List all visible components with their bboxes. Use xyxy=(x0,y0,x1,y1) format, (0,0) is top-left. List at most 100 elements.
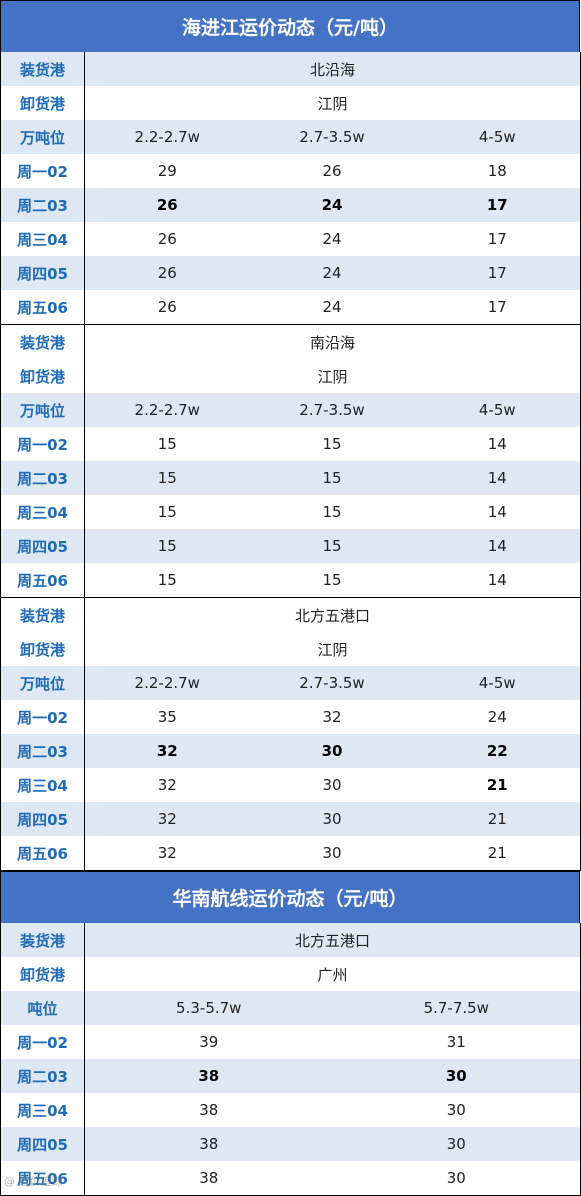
rate-cell: 21 xyxy=(414,836,581,871)
rate-cell: 35 xyxy=(157,708,177,726)
rate-cell: 30 xyxy=(249,802,415,836)
rate-cell: 14 xyxy=(414,529,581,563)
south-china-rate-table: 装货港 北方五港口 卸货港 广州 吨位 5.3-5.7w 5.7-7.5w 周一02 39… xyxy=(0,923,581,1196)
tonnage-col: 5.7-7.5w xyxy=(332,991,581,1025)
table-row: 周二03 32 30 22 xyxy=(0,734,581,768)
day-label: 周一02 xyxy=(0,700,85,734)
day-label: 周四05 xyxy=(0,529,85,563)
tonnage-label: 万吨位 xyxy=(0,666,85,700)
day-label: 周五06 xyxy=(0,1161,85,1196)
river-rate-table: 装货港 北沿海 卸货港 江阴 万吨位 2.2-2.7w 2.7-3.5w 4-5w 周一0… xyxy=(0,52,581,871)
unload-port-value: 江阴 xyxy=(84,359,581,393)
rate-cell: 26 xyxy=(84,256,250,290)
rate-cell: 15 xyxy=(322,503,342,521)
rate-cell: 38 xyxy=(84,1127,333,1161)
tonnage-col: 5.3-5.7w xyxy=(84,991,333,1025)
rate-cell: 26 xyxy=(84,188,250,222)
unload-port-value: 广州 xyxy=(84,957,581,991)
tonnage-col: 2.7-3.5w xyxy=(249,393,415,427)
rate-cell: 17 xyxy=(414,222,581,256)
rate-cell: 38 xyxy=(84,1059,333,1093)
rate-cell: 26 xyxy=(157,230,177,248)
unload-port-label: 卸货港 xyxy=(0,957,85,991)
rate-cell: 24 xyxy=(249,290,415,325)
rate-cell: 29 xyxy=(157,162,177,180)
table-row: 周二03 38 30 xyxy=(0,1059,581,1093)
tonnage-col: 2.2-2.7w xyxy=(84,120,250,154)
unload-port-label: 卸货港 xyxy=(0,359,85,393)
day-label: 周一02 xyxy=(0,427,85,461)
rate-cell: 14 xyxy=(414,563,581,598)
tonnage-col: 4-5w xyxy=(414,393,581,427)
unload-port-label: 卸货港 xyxy=(0,86,85,120)
rate-cell: 14 xyxy=(414,461,581,495)
load-port-value: 北沿海 xyxy=(84,52,581,86)
table-row: 周三04 38 30 xyxy=(0,1093,581,1127)
table-row: 周四05 38 30 xyxy=(0,1127,581,1161)
unload-port-value: 江阴 xyxy=(84,632,581,666)
rate-cell: 15 xyxy=(84,529,250,563)
block-north-five-ports: 装货港 北方五港口 卸货港 江阴 万吨位 2.2-2.7w 2.7-3.5w 4-5w 周… xyxy=(0,597,581,871)
rate-cell: 30 xyxy=(332,1093,581,1127)
tonnage-label: 吨位 xyxy=(0,991,85,1025)
day-label: 周五06 xyxy=(0,290,85,325)
rate-cell: 30 xyxy=(332,1161,581,1196)
rate-cell: 21 xyxy=(414,802,581,836)
day-label: 周二03 xyxy=(0,188,85,222)
load-port-value: 北方五港口 xyxy=(84,923,581,957)
rate-cell: 39 xyxy=(199,1033,219,1051)
table-row: 周二03 15 15 14 xyxy=(0,461,581,495)
tonnage-col: 4-5w xyxy=(414,666,581,700)
day-label: 周三04 xyxy=(0,495,85,529)
table-row: 周一02 29 26 18 xyxy=(0,154,581,188)
table-row: 周五06 38 30 xyxy=(0,1161,581,1196)
day-label: 周二03 xyxy=(0,461,85,495)
rate-cell: 17 xyxy=(414,256,581,290)
table-row: 周一02 35 32 24 xyxy=(0,700,581,734)
load-port-label: 装货港 xyxy=(0,52,85,86)
rate-cell: 15 xyxy=(249,529,415,563)
rate-cell: 38 xyxy=(84,1161,333,1196)
table-row: 周一02 39 31 xyxy=(0,1025,581,1059)
rate-cell: 32 xyxy=(84,734,250,768)
table-row: 周一02 15 15 14 xyxy=(0,427,581,461)
tonnage-label: 万吨位 xyxy=(0,393,85,427)
day-label: 周三04 xyxy=(0,1093,85,1127)
rate-cell: 30 xyxy=(249,836,415,871)
table-row: 周五06 26 24 17 xyxy=(0,290,581,325)
rate-cell: 21 xyxy=(414,768,581,802)
rate-cell: 32 xyxy=(157,776,177,794)
rate-cell: 24 xyxy=(249,188,415,222)
rate-cell: 30 xyxy=(322,776,342,794)
table-row: 周三04 32 30 21 xyxy=(0,768,581,802)
rate-cell: 15 xyxy=(249,563,415,598)
rate-cell: 15 xyxy=(249,461,415,495)
rate-cell: 30 xyxy=(249,734,415,768)
rate-cell: 18 xyxy=(414,154,581,188)
day-label: 周五06 xyxy=(0,563,85,598)
block-north-coast: 装货港 北沿海 卸货港 江阴 万吨位 2.2-2.7w 2.7-3.5w 4-5w 周一0… xyxy=(0,52,581,325)
rate-cell: 30 xyxy=(332,1059,581,1093)
rate-cell: 24 xyxy=(414,700,581,734)
rate-cell: 24 xyxy=(249,256,415,290)
tonnage-col: 4-5w xyxy=(414,120,581,154)
rate-cell: 15 xyxy=(84,563,250,598)
rate-cell: 15 xyxy=(157,435,177,453)
rate-cell: 14 xyxy=(414,495,581,529)
rate-cell: 14 xyxy=(414,427,581,461)
rate-cell: 17 xyxy=(414,290,581,325)
day-label: 周四05 xyxy=(0,802,85,836)
rate-cell: 22 xyxy=(414,734,581,768)
tonnage-col: 2.2-2.7w xyxy=(84,666,250,700)
table-row: 周四05 15 15 14 xyxy=(0,529,581,563)
rate-cell: 26 xyxy=(84,290,250,325)
table-row: 周二03 26 24 17 xyxy=(0,188,581,222)
rate-cell: 15 xyxy=(157,503,177,521)
rate-cell: 32 xyxy=(84,836,250,871)
section-title-south-china: 华南航线运价动态（元/吨） xyxy=(0,871,580,923)
day-label: 周四05 xyxy=(0,256,85,290)
load-port-value: 北方五港口 xyxy=(84,597,581,632)
table-row: 周三04 15 15 14 xyxy=(0,495,581,529)
block-south-china: 装货港 北方五港口 卸货港 广州 吨位 5.3-5.7w 5.7-7.5w 周一02 39… xyxy=(0,923,581,1196)
